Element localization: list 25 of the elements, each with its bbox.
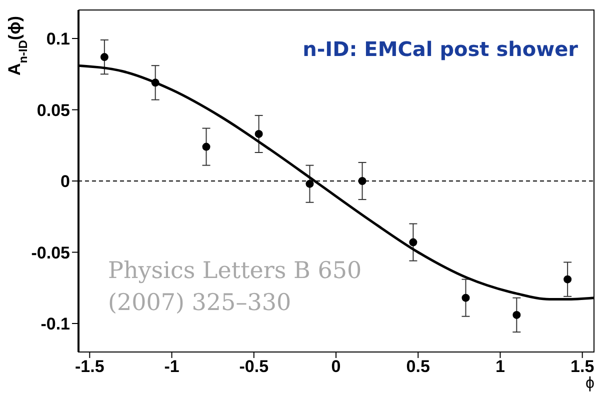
x-tick-label: 0.5 xyxy=(406,357,430,376)
point xyxy=(202,142,210,151)
x-tick-label: 0 xyxy=(331,357,341,376)
x-tick-label: -1 xyxy=(164,357,180,376)
y-tick-label: 0.05 xyxy=(36,100,70,120)
x-tick-label: 1.5 xyxy=(570,357,594,376)
annotation: n-ID: EMCal post shower xyxy=(302,37,578,61)
point xyxy=(254,130,263,138)
point xyxy=(564,275,572,284)
point xyxy=(512,310,521,319)
y-tick-label: 0.1 xyxy=(46,30,70,49)
y-tick-label: 0 xyxy=(60,172,70,192)
x-tick-label: -0.5 xyxy=(239,357,269,376)
x-tick-label: 1 xyxy=(495,357,505,376)
y-tick-label: -0.05 xyxy=(31,243,70,262)
y-tick-label: -0.1 xyxy=(40,314,70,334)
point xyxy=(306,180,314,188)
point xyxy=(358,177,366,185)
x-axis-title: ϕ xyxy=(586,375,595,392)
point xyxy=(151,78,160,87)
annotation: Physics Letters B 650 (2007) 325–330 xyxy=(108,258,362,316)
x-tick-label: -1.5 xyxy=(75,357,104,376)
point xyxy=(462,294,470,302)
point xyxy=(409,238,418,246)
point xyxy=(100,53,108,62)
